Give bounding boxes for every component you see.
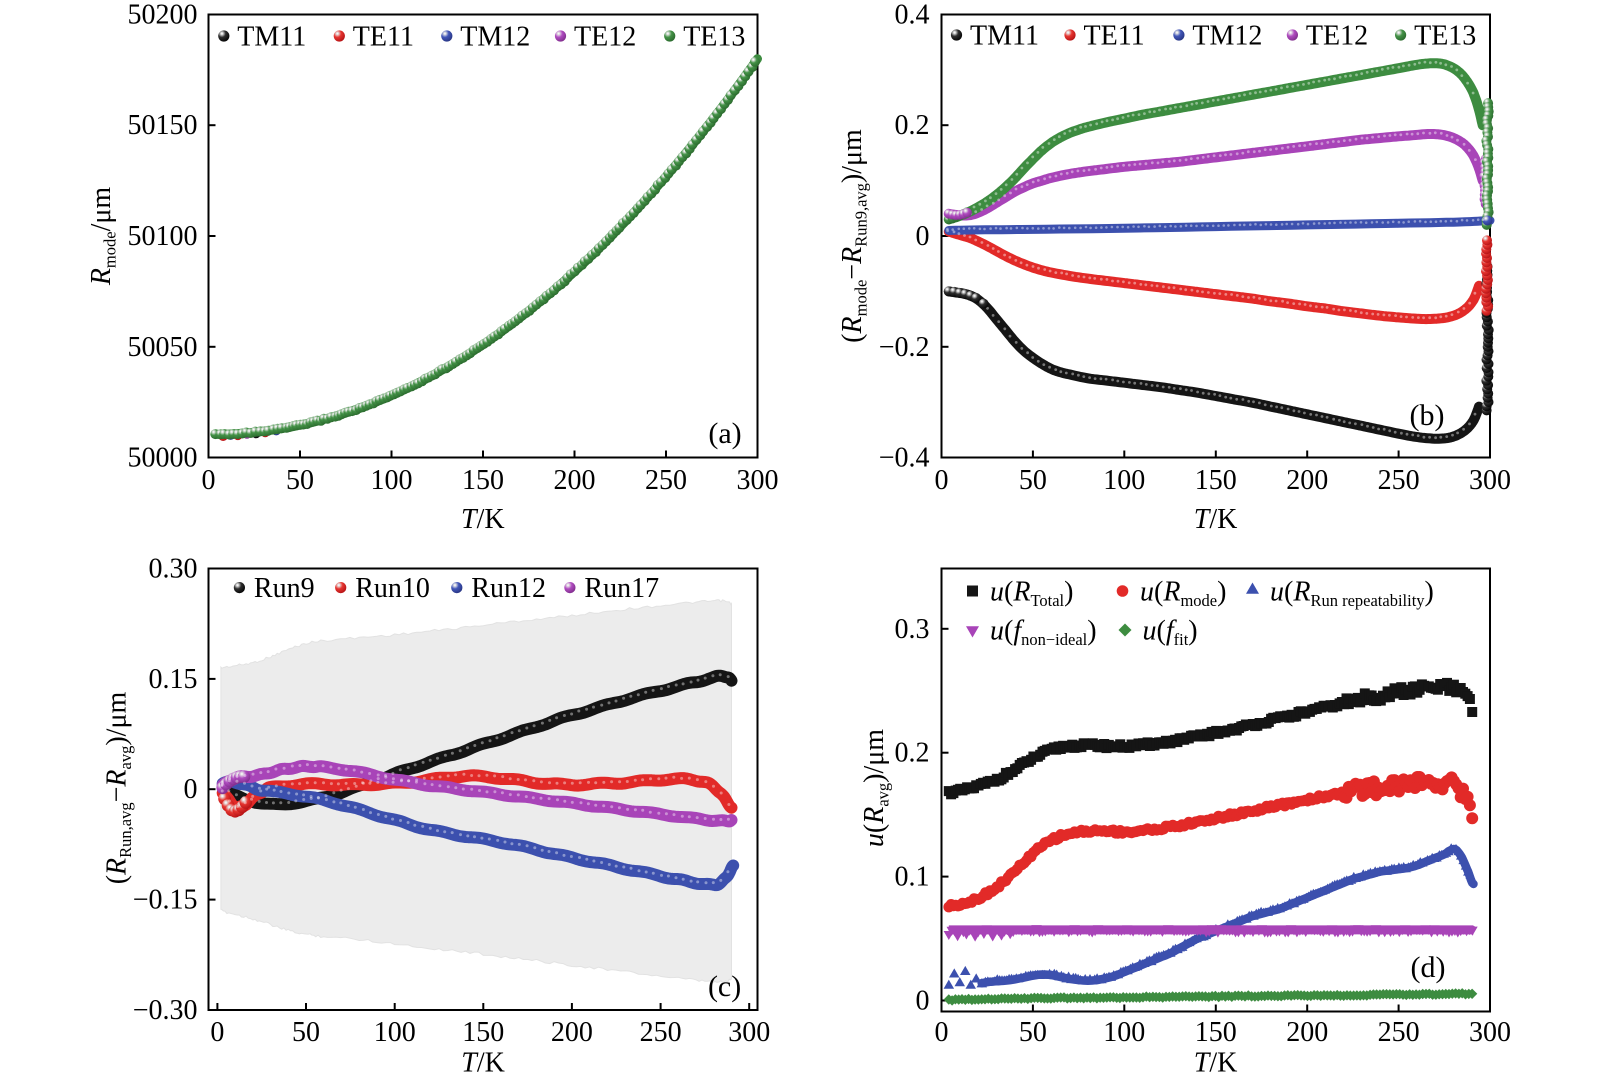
svg-text:0.4: 0.4 — [895, 0, 930, 31]
svg-text:−0.15: −0.15 — [133, 885, 198, 916]
svg-text:0: 0 — [202, 465, 216, 496]
svg-text:300: 300 — [1469, 465, 1511, 496]
svg-text:300: 300 — [728, 1017, 770, 1048]
svg-text:TE12: TE12 — [574, 22, 636, 53]
svg-text:(Rmode​−RRun9,avg​)/μm: (Rmode​−RRun9,avg​)/μm — [837, 129, 871, 343]
svg-text:150: 150 — [462, 465, 504, 496]
svg-text:(c): (c) — [708, 970, 741, 1003]
svg-text:u(RRun repeatability​): u(RRun repeatability​) — [1270, 577, 1434, 611]
svg-text:0: 0 — [935, 1017, 949, 1048]
svg-text:−0.30: −0.30 — [133, 995, 198, 1026]
svg-text:0.3: 0.3 — [895, 614, 930, 645]
svg-text:50200: 50200 — [128, 0, 198, 31]
svg-text:0.15: 0.15 — [149, 664, 198, 695]
svg-text:TE12: TE12 — [1306, 21, 1368, 52]
svg-text:TM12: TM12 — [460, 22, 530, 53]
svg-text:0.30: 0.30 — [149, 554, 198, 585]
svg-text:0: 0 — [916, 986, 930, 1017]
svg-text:T/K: T/K — [461, 504, 505, 535]
svg-text:Run17: Run17 — [584, 573, 659, 604]
svg-text:50000: 50000 — [128, 443, 198, 474]
svg-text:u(ffit​): u(ffit​) — [1143, 616, 1198, 650]
svg-text:−0.4: −0.4 — [879, 443, 930, 474]
svg-text:50050: 50050 — [128, 332, 198, 363]
svg-text:50: 50 — [292, 1017, 320, 1048]
svg-text:250: 250 — [640, 1017, 682, 1048]
svg-text:TE11: TE11 — [1084, 21, 1145, 52]
svg-text:Rmode​/μm: Rmode​/μm — [86, 187, 120, 287]
svg-text:(b): (b) — [1410, 399, 1445, 432]
svg-text:50: 50 — [286, 465, 314, 496]
svg-text:250: 250 — [645, 465, 687, 496]
svg-text:150: 150 — [1195, 1017, 1237, 1048]
svg-text:250: 250 — [1378, 1017, 1420, 1048]
svg-text:T/K: T/K — [1194, 504, 1238, 535]
svg-text:0.2: 0.2 — [895, 110, 930, 141]
svg-text:200: 200 — [1286, 1017, 1328, 1048]
svg-text:0.1: 0.1 — [895, 862, 930, 893]
svg-text:TM12: TM12 — [1192, 21, 1262, 52]
svg-text:u(Rmode​): u(Rmode​) — [1140, 577, 1226, 611]
svg-text:TE11: TE11 — [353, 22, 414, 53]
svg-text:150: 150 — [1195, 465, 1237, 496]
svg-text:TE13: TE13 — [1414, 21, 1476, 52]
svg-text:50: 50 — [1019, 465, 1047, 496]
svg-text:250: 250 — [1378, 465, 1420, 496]
svg-text:200: 200 — [554, 465, 596, 496]
svg-text:100: 100 — [374, 1017, 416, 1048]
svg-text:T/K: T/K — [461, 1048, 505, 1079]
svg-text:(d): (d) — [1411, 951, 1446, 984]
svg-text:200: 200 — [551, 1017, 593, 1048]
svg-text:TM11: TM11 — [970, 21, 1039, 52]
svg-text:300: 300 — [1469, 1017, 1511, 1048]
svg-text:u(RTotal​): u(RTotal​) — [990, 577, 1073, 611]
svg-text:0: 0 — [916, 221, 930, 252]
svg-text:0.2: 0.2 — [895, 738, 930, 769]
svg-text:−0.2: −0.2 — [879, 332, 930, 363]
svg-text:300: 300 — [737, 465, 779, 496]
svg-text:Run10: Run10 — [355, 573, 430, 604]
svg-text:200: 200 — [1286, 465, 1328, 496]
svg-text:0: 0 — [935, 465, 949, 496]
svg-text:u(Ravg​)/μm: u(Ravg​)/μm — [859, 729, 893, 847]
svg-text:50: 50 — [1019, 1017, 1047, 1048]
svg-text:100: 100 — [1103, 1017, 1145, 1048]
svg-text:50100: 50100 — [128, 221, 198, 252]
svg-text:0: 0 — [210, 1017, 224, 1048]
svg-text:Run12: Run12 — [471, 573, 546, 604]
svg-text:100: 100 — [371, 465, 413, 496]
svg-text:(a): (a) — [708, 417, 741, 450]
svg-text:0: 0 — [184, 774, 198, 805]
svg-text:TM11: TM11 — [237, 22, 306, 53]
svg-text:150: 150 — [462, 1017, 504, 1048]
svg-text:T/K: T/K — [1194, 1048, 1238, 1079]
svg-text:100: 100 — [1103, 465, 1145, 496]
svg-text:u(fnon−ideal​): u(fnon−ideal​) — [990, 616, 1097, 650]
svg-text:Run9: Run9 — [254, 573, 315, 604]
svg-text:TE13: TE13 — [683, 22, 745, 53]
svg-text:(RRun,avg​−Ravg​)/μm: (RRun,avg​−Ravg​)/μm — [102, 692, 136, 885]
svg-text:50150: 50150 — [128, 110, 198, 141]
